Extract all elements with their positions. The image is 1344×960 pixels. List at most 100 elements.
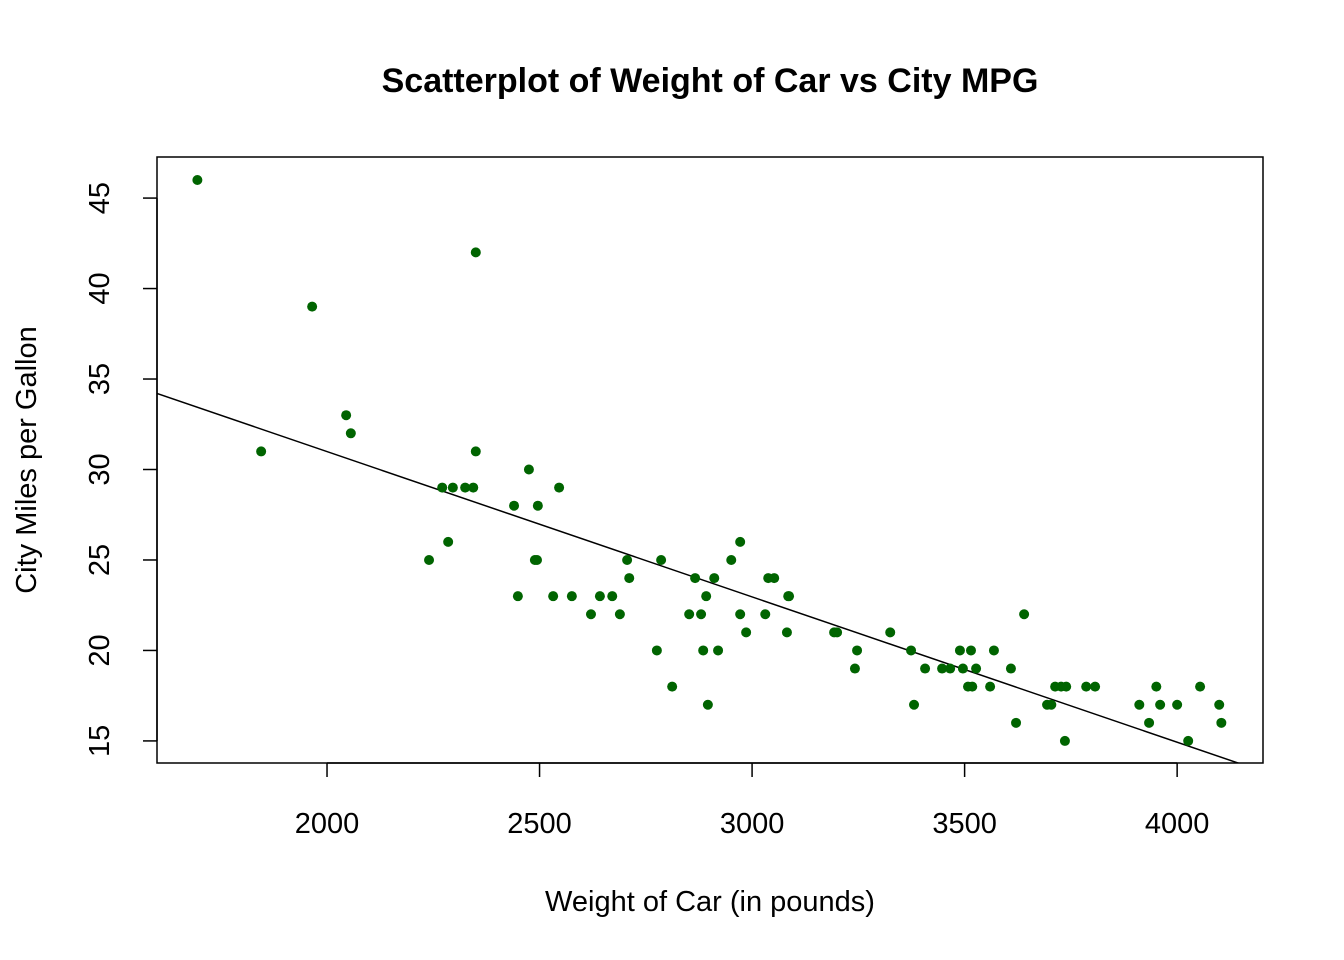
data-point [1216, 717, 1227, 728]
data-point [769, 573, 780, 584]
data-point [532, 500, 543, 511]
y-axis: 15 20 25 30 35 40 45 [84, 182, 158, 757]
data-point [192, 174, 203, 185]
data-point [667, 681, 678, 692]
data-point [701, 591, 712, 602]
y-tick-label: 45 [84, 182, 116, 214]
data-point [885, 627, 896, 638]
data-point [341, 410, 352, 421]
data-point [566, 591, 577, 602]
data-point [447, 482, 458, 493]
data-point [937, 663, 948, 674]
data-point [460, 482, 471, 493]
y-axis-label: City Miles per Gallon [11, 326, 43, 594]
data-point [548, 591, 559, 602]
x-tick-label: 2000 [295, 808, 360, 840]
x-tick-label: 4000 [1145, 808, 1210, 840]
data-point [509, 500, 520, 511]
chart-title: Scatterplot of Weight of Car vs City MPG [382, 62, 1039, 100]
data-point [709, 573, 720, 584]
data-point [971, 663, 982, 674]
data-point [554, 482, 565, 493]
data-point [1059, 735, 1070, 746]
data-point [594, 591, 605, 602]
plot-area [157, 174, 1241, 763]
data-point [906, 645, 917, 656]
data-point [470, 446, 481, 457]
data-point [985, 681, 996, 692]
data-point [965, 645, 976, 656]
data-point [624, 573, 635, 584]
data-point [945, 663, 956, 674]
data-point [607, 591, 618, 602]
data-point [1134, 699, 1145, 710]
data-point [760, 609, 771, 620]
x-tick-label: 3500 [932, 808, 997, 840]
data-point [690, 573, 701, 584]
data-point [726, 554, 737, 565]
data-point [256, 446, 267, 457]
regression-line [157, 392, 1241, 763]
data-point [735, 609, 746, 620]
data-point [702, 699, 713, 710]
y-tick-label: 35 [84, 363, 116, 395]
data-point [1061, 681, 1072, 692]
data-point [1144, 717, 1155, 728]
data-point [470, 247, 481, 258]
data-point [656, 554, 667, 565]
x-axis-label: Weight of Car (in pounds) [545, 886, 875, 918]
data-point [741, 627, 752, 638]
data-point [735, 536, 746, 547]
data-point [698, 645, 709, 656]
data-point [784, 591, 795, 602]
data-point [307, 301, 318, 312]
data-point [954, 645, 965, 656]
data-point [651, 645, 662, 656]
data-point [696, 609, 707, 620]
y-tick-label: 15 [84, 725, 116, 757]
data-point [523, 464, 534, 475]
data-point [832, 627, 843, 638]
y-tick-label: 25 [84, 544, 116, 576]
x-tick-label: 3000 [720, 808, 785, 840]
data-point [468, 482, 479, 493]
data-point [1011, 717, 1022, 728]
data-point [1046, 699, 1057, 710]
data-point [1195, 681, 1206, 692]
data-point [424, 554, 435, 565]
data-point [781, 627, 792, 638]
data-point [1214, 699, 1225, 710]
data-point [713, 645, 724, 656]
y-tick-label: 20 [84, 634, 116, 666]
data-point [1183, 735, 1194, 746]
data-point [1081, 681, 1092, 692]
data-point [585, 609, 596, 620]
data-point [622, 554, 633, 565]
plot-frame [156, 156, 1264, 764]
data-point [684, 609, 695, 620]
data-point [512, 591, 523, 602]
data-point [920, 663, 931, 674]
data-point [1155, 699, 1166, 710]
data-point [852, 645, 863, 656]
data-point [1151, 681, 1162, 692]
y-tick-label: 40 [84, 272, 116, 304]
data-point [1019, 609, 1030, 620]
data-point [1090, 681, 1101, 692]
y-tick-label: 30 [84, 453, 116, 485]
data-point [437, 482, 448, 493]
data-point [345, 428, 356, 439]
data-point [614, 609, 625, 620]
data-point [1005, 663, 1016, 674]
data-point [909, 699, 920, 710]
data-point [988, 645, 999, 656]
x-tick-label: 2500 [507, 808, 572, 840]
data-point [849, 663, 860, 674]
data-point [957, 663, 968, 674]
data-point [967, 681, 978, 692]
data-point [1172, 699, 1183, 710]
data-point [532, 554, 543, 565]
data-point [443, 536, 454, 547]
x-axis: 2000 2500 3000 3500 4000 [295, 762, 1210, 840]
